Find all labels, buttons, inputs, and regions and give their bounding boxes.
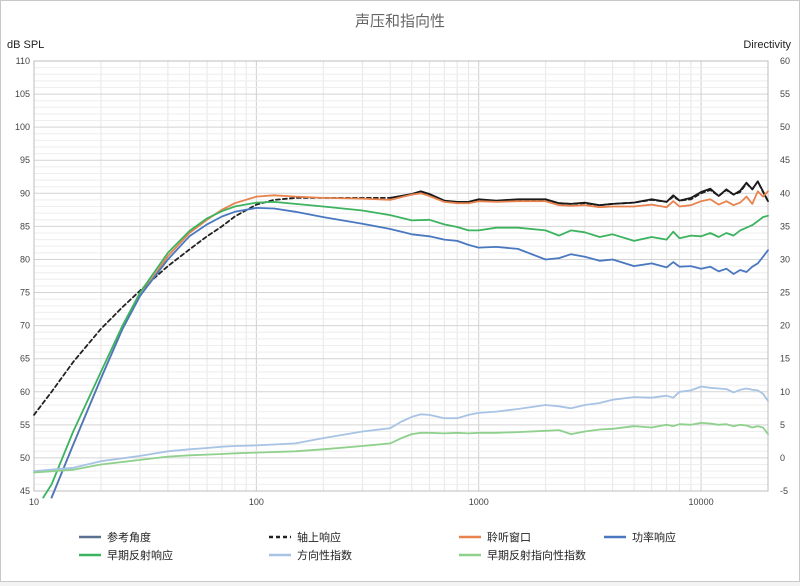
y-left-tick-label: 55 (20, 420, 30, 430)
y-left-tick-label: 60 (20, 387, 30, 397)
y-right-tick-label: 0 (780, 453, 785, 463)
y-right-tick-label: 55 (780, 89, 790, 99)
x-tick-label: 10000 (689, 497, 714, 507)
y-right-tick-label: 50 (780, 122, 790, 132)
series-lines (33, 180, 769, 499)
y-right-tick-label: 30 (780, 254, 790, 264)
y-left-tick-label: 50 (20, 453, 30, 463)
y-left-tick-label: 110 (16, 56, 30, 66)
legend-label: 轴上响应 (297, 530, 341, 544)
legend-label: 功率响应 (632, 530, 676, 544)
y-left-tick-label: 45 (20, 486, 30, 496)
y-axis-left-title: dB SPL (7, 39, 44, 51)
legend-label: 方向性指数 (297, 548, 352, 562)
y-left-tick-label: 95 (20, 155, 30, 165)
y-left-tick-label: 65 (20, 354, 30, 364)
series-line-5 (42, 200, 769, 499)
y-axis-right-title: Directivity (743, 39, 791, 51)
y-left-tick-label: 90 (20, 188, 30, 198)
y-right-tick-label: 60 (780, 56, 790, 66)
y-right-tick-label: 5 (780, 420, 785, 430)
y-left-tick-label: 105 (15, 89, 30, 99)
legend-label: 早期反射指向性指数 (487, 548, 586, 562)
y-right-tick-label: 15 (780, 354, 790, 364)
y-right-tick-label: 40 (780, 188, 790, 198)
series-line-4 (50, 206, 769, 499)
chart-title: 声压和指向性 (355, 12, 445, 30)
y-right-tick-label: -5 (780, 486, 788, 496)
y-left-tick-label: 75 (20, 288, 30, 298)
x-tick-label: 1000 (469, 497, 489, 507)
y-left-tick-label: 70 (20, 321, 30, 331)
x-tick-label: 10 (29, 497, 39, 507)
series-line-7 (33, 421, 769, 474)
y-right-tick-label: 20 (780, 321, 790, 331)
y-left-tick-label: 85 (20, 221, 30, 231)
y-right-tick-label: 35 (780, 221, 790, 231)
series-line-2 (389, 180, 769, 207)
plot-border (33, 60, 769, 492)
y-right-tick-label: 25 (780, 288, 790, 298)
legend-label: 聆听窗口 (487, 530, 531, 544)
x-tick-label: 100 (249, 497, 264, 507)
series-line-6 (33, 385, 769, 473)
legend-label: 参考角度 (107, 530, 151, 544)
y-right-tick-label: 45 (780, 155, 790, 165)
y-left-tick-label: 100 (15, 122, 30, 132)
y-right-tick-label: 10 (780, 387, 790, 397)
y-left-tick-label: 80 (20, 254, 30, 264)
series-line-1 (33, 180, 769, 416)
legend-label: 早期反射响应 (107, 548, 173, 562)
tick-labels: 45 50 55 60 65 70 75 80 85 90 95 100 105 110 -5 0 5 10 15 2… (15, 56, 790, 507)
